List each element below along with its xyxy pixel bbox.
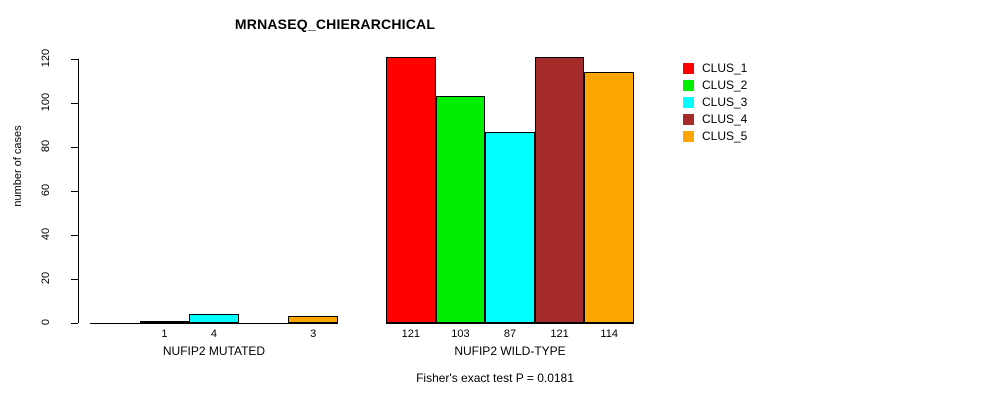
bar[interactable] xyxy=(485,131,535,323)
y-tick-mark xyxy=(71,147,78,148)
x-axis-baseline xyxy=(90,323,338,324)
bar-value-label: 4 xyxy=(210,328,218,340)
legend-swatch-icon xyxy=(683,113,694,125)
legend-item[interactable]: CLUS_5 xyxy=(683,128,747,144)
bar[interactable] xyxy=(584,72,634,323)
bar-value-label: 3 xyxy=(310,328,317,340)
legend-swatch-icon xyxy=(683,62,694,74)
bar[interactable] xyxy=(386,56,436,323)
legend-label: CLUS_3 xyxy=(702,95,748,109)
legend-label: CLUS_4 xyxy=(702,112,748,126)
y-tick-mark xyxy=(71,59,78,60)
bar-value-label: 1 xyxy=(161,328,168,340)
y-axis-line xyxy=(78,59,79,323)
bar[interactable] xyxy=(288,316,338,323)
bar-value-label: 121 xyxy=(550,328,569,340)
bar-value-label: 121 xyxy=(401,328,420,340)
legend-swatch-icon xyxy=(683,96,694,108)
bar-value-label: 87 xyxy=(503,328,517,340)
legend-label: CLUS_2 xyxy=(702,78,748,92)
y-tick-mark xyxy=(71,235,78,236)
legend-swatch-icon xyxy=(683,130,694,142)
legend-label: CLUS_1 xyxy=(702,61,748,75)
legend-label: CLUS_5 xyxy=(702,129,748,143)
statistical-test-annotation: Fisher's exact test P = 0.0181 xyxy=(416,371,574,385)
legend-item[interactable]: CLUS_4 xyxy=(683,111,747,127)
x-axis-baseline xyxy=(386,323,634,324)
legend-item[interactable]: CLUS_1 xyxy=(683,60,747,76)
legend-swatch-icon xyxy=(683,79,694,91)
bar-value-label: 114 xyxy=(600,328,618,340)
legend-item[interactable]: CLUS_2 xyxy=(683,77,747,93)
group-label: NUFIP2 MUTATED xyxy=(162,344,266,358)
group-label: NUFIP2 WILD-TYPE xyxy=(454,344,566,358)
legend-item[interactable]: CLUS_3 xyxy=(683,94,747,110)
bar[interactable] xyxy=(534,56,585,323)
y-tick-mark xyxy=(71,323,78,324)
bar[interactable] xyxy=(189,314,239,323)
bar-value-label: 103 xyxy=(451,328,470,340)
chart-title: MRNASEQ_CHIERARCHICAL xyxy=(234,16,436,32)
y-tick-mark xyxy=(71,103,78,104)
bar[interactable] xyxy=(139,320,190,323)
legend: CLUS_1 CLUS_2 CLUS_3 CLUS_4 CLUS_5 xyxy=(683,60,747,145)
bar[interactable] xyxy=(435,96,486,323)
y-tick-mark xyxy=(71,279,78,280)
y-tick-mark xyxy=(71,191,78,192)
